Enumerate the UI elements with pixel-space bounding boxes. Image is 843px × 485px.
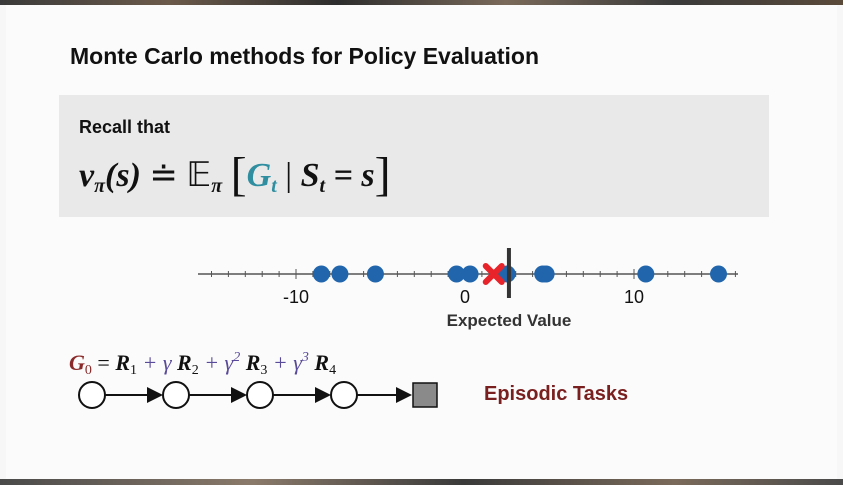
axis-label: Expected Value xyxy=(447,311,572,330)
sample-point xyxy=(448,265,466,283)
eq-r2: R xyxy=(177,350,192,375)
formula-eq: = s xyxy=(333,157,375,194)
eq-g-sub: 0 xyxy=(84,363,92,378)
eq-r2-sub: 2 xyxy=(191,363,199,378)
eq-equals: = xyxy=(91,350,116,375)
formula-g: G xyxy=(246,157,272,194)
formula-s-sub: t xyxy=(319,175,326,197)
formula-lbracket: [ xyxy=(230,148,247,201)
recall-box: Recall that vπ(s) ≐ 𝔼π [Gt | St = s] xyxy=(59,95,769,217)
episodic-tasks-label: Episodic Tasks xyxy=(484,383,629,405)
sample-point xyxy=(537,265,555,283)
sample-point xyxy=(331,265,349,283)
state-node-4 xyxy=(330,381,358,409)
number-line: -10 0 10 Expected Value xyxy=(198,248,738,330)
formula-s-arg: (s) xyxy=(105,157,141,194)
formula-expectation-sub: π xyxy=(211,175,223,197)
recall-label: Recall that xyxy=(79,117,171,137)
estimate-marker xyxy=(482,263,505,285)
eq-r3: R xyxy=(245,350,261,375)
eq-plus-gamma: + γ xyxy=(142,350,172,375)
formula-doteq: ≐ xyxy=(149,157,178,194)
slide: Monte Carlo methods for Policy Evaluatio… xyxy=(6,5,837,479)
formula-bar: | xyxy=(285,157,293,194)
episode-chain xyxy=(78,381,438,409)
sample-point xyxy=(710,265,727,283)
eq-plus-gamma2: + γ xyxy=(204,350,234,375)
value-function-formula: vπ(s) ≐ 𝔼π [Gt | St = s] xyxy=(79,147,391,202)
formula-expectation: 𝔼 xyxy=(186,157,212,194)
formula-v-sub: π xyxy=(94,175,106,197)
sample-point xyxy=(637,265,655,283)
formula-v: v xyxy=(79,157,95,194)
return-equation: G0 = R1 + γ R2 + γ2 R3 + γ3 R4 xyxy=(69,350,336,379)
eq-r3-sub: 3 xyxy=(260,363,268,378)
state-node-2 xyxy=(162,381,190,409)
eq-r4-sub: 4 xyxy=(329,363,337,378)
eq-r1: R xyxy=(115,350,130,375)
sample-point xyxy=(312,265,330,283)
tick-label: -10 xyxy=(283,287,309,307)
formula-s: S xyxy=(300,157,320,194)
eq-g: G xyxy=(69,350,85,375)
formula-rbracket: ] xyxy=(374,148,391,201)
bottom-edge xyxy=(0,479,843,485)
slide-title: Monte Carlo methods for Policy Evaluatio… xyxy=(70,43,540,69)
eq-plus-gamma3: + γ xyxy=(272,350,302,375)
formula-g-sub: t xyxy=(271,175,277,197)
sample-point xyxy=(366,265,384,283)
top-edge xyxy=(0,0,843,5)
eq-gamma3-sup: 3 xyxy=(301,350,309,365)
sample-point xyxy=(461,265,479,283)
state-node-3 xyxy=(246,381,274,409)
eq-gamma2-sup: 2 xyxy=(233,350,241,365)
eq-r4: R xyxy=(314,350,330,375)
terminal-state xyxy=(412,382,438,408)
tick-label: 0 xyxy=(460,287,470,307)
eq-r1-sub: 1 xyxy=(130,363,137,378)
tick-label: 10 xyxy=(624,287,644,307)
state-node-1 xyxy=(78,381,106,409)
